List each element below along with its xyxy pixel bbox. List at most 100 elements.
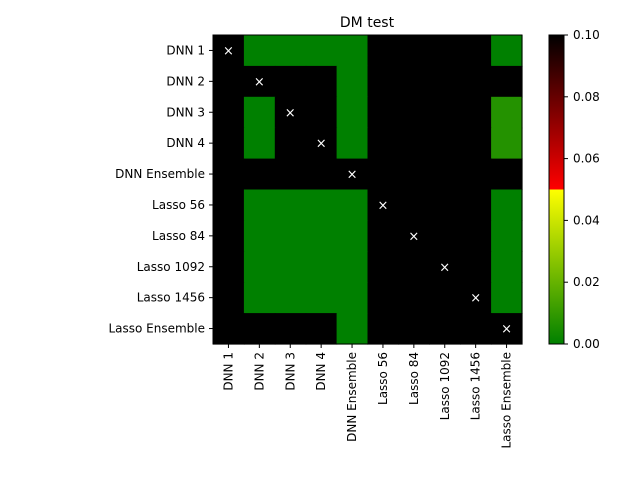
heatmap-cell — [305, 65, 338, 98]
heatmap-cell — [213, 127, 245, 160]
x-tick-label: DNN 3 — [283, 352, 297, 391]
colorbar-segment — [549, 189, 564, 344]
heatmap-cell — [243, 220, 276, 252]
heatmap-cell — [460, 96, 492, 129]
heatmap-cell — [274, 35, 307, 67]
x-tick-label: DNN 2 — [252, 352, 266, 391]
x-tick-label: Lasso 56 — [376, 352, 390, 405]
x-tick-label: Lasso 1456 — [469, 352, 483, 420]
heatmap-cell — [243, 127, 276, 160]
heatmap-cell — [491, 313, 523, 345]
x-tick-label: Lasso 1092 — [438, 352, 452, 420]
heatmap-cell — [336, 127, 369, 160]
heatmap-cell — [367, 65, 399, 98]
heatmap-cell — [243, 65, 276, 98]
colorbar-tick-label: 0.02 — [573, 275, 600, 289]
heatmap-cell — [213, 158, 245, 191]
heatmap-cell — [398, 251, 430, 283]
heatmap-cell — [429, 96, 461, 129]
y-tick-label: Lasso Ensemble — [108, 322, 205, 336]
heatmap-cell — [274, 313, 307, 345]
heatmap-cell — [491, 127, 523, 160]
y-tick-label: DNN 1 — [166, 43, 205, 57]
heatmap-cell — [336, 35, 369, 67]
heatmap-cell — [274, 96, 307, 129]
diagonal-marker: × — [501, 322, 512, 337]
heatmap-cell — [429, 189, 461, 221]
heatmap-cell — [213, 65, 245, 98]
y-tick-label: Lasso 1092 — [137, 260, 205, 274]
colorbar: 0.00 0.02 0.04 0.06 0.08 0.10 — [548, 28, 600, 351]
heatmap-cell — [274, 220, 307, 252]
heatmap-cell — [491, 189, 523, 221]
heatmap-cell — [336, 282, 369, 314]
heatmap-cell — [305, 96, 338, 129]
heatmap-cell — [213, 282, 245, 314]
heatmap-cell — [460, 127, 492, 160]
heatmap-cell — [367, 158, 399, 191]
diagonal-marker: × — [347, 168, 358, 183]
heatmap-cell — [243, 313, 276, 345]
y-axis-ticks: DNN 1 DNN 2 DNN 3 DNN 4 DNN Ensemble Lasso 56… — [108, 43, 213, 336]
x-tick-label: DNN 1 — [221, 352, 235, 391]
heatmap-cell — [398, 313, 430, 345]
diagonal-marker: × — [285, 106, 296, 121]
diagonal-markers: × × × × × × × × × × — [223, 44, 512, 337]
heatmap-cell — [398, 158, 430, 191]
heatmap-cell — [305, 35, 338, 67]
heatmap-cell — [243, 35, 276, 67]
y-tick-label: DNN 3 — [166, 105, 205, 119]
x-tick-label: DNN Ensemble — [345, 352, 359, 442]
heatmap-cells — [213, 35, 523, 345]
heatmap-cell — [429, 158, 461, 191]
heatmap-cell — [491, 220, 523, 252]
heatmap-cell — [305, 189, 338, 221]
heatmap-cell — [367, 313, 399, 345]
colorbar-segment — [549, 35, 564, 190]
heatmap-cell — [305, 158, 338, 191]
colorbar-tick-label: 0.08 — [573, 90, 600, 104]
heatmap-cell — [367, 251, 399, 283]
diagonal-marker: × — [408, 229, 419, 244]
heatmap-cell — [274, 65, 307, 98]
diagonal-marker: × — [377, 198, 388, 213]
heatmap-frame — [212, 34, 523, 345]
heatmap-cell — [367, 127, 399, 160]
heatmap-cell — [460, 282, 492, 314]
heatmap-cell — [491, 65, 523, 98]
heatmap-cell — [367, 189, 399, 221]
heatmap-cell — [243, 282, 276, 314]
y-tick-label: Lasso 1456 — [137, 291, 205, 305]
heatmap-cell — [429, 35, 461, 67]
heatmap-cell — [460, 189, 492, 221]
x-tick-label: Lasso 84 — [407, 352, 421, 405]
diagonal-marker: × — [254, 75, 265, 90]
heatmap-cell — [491, 158, 523, 191]
heatmap-cell — [274, 282, 307, 314]
heatmap-cell — [460, 158, 492, 191]
heatmap-cell — [398, 127, 430, 160]
heatmap-cell — [491, 35, 523, 67]
heatmap-cell — [243, 158, 276, 191]
heatmap-cell — [274, 189, 307, 221]
heatmap-cell — [367, 220, 399, 252]
heatmap-cell — [429, 65, 461, 98]
heatmap-cell — [243, 96, 276, 129]
y-tick-label: Lasso 56 — [152, 198, 205, 212]
heatmap-cell — [398, 282, 430, 314]
colorbar-tick-label: 0.06 — [573, 152, 600, 166]
colorbar-tick-label: 0.04 — [573, 213, 600, 227]
heatmap-cell — [367, 96, 399, 129]
heatmap-cell — [336, 251, 369, 283]
heatmap-cell — [336, 313, 369, 345]
heatmap-cell — [460, 65, 492, 98]
heatmap-cell — [305, 313, 338, 345]
heatmap-cell — [274, 251, 307, 283]
chart-title: DM test — [340, 15, 395, 31]
heatmap-cell — [398, 96, 430, 129]
heatmap-cell — [305, 282, 338, 314]
diagonal-marker: × — [316, 137, 327, 152]
heatmap-cell — [367, 282, 399, 314]
x-tick-label: DNN 4 — [314, 352, 328, 391]
